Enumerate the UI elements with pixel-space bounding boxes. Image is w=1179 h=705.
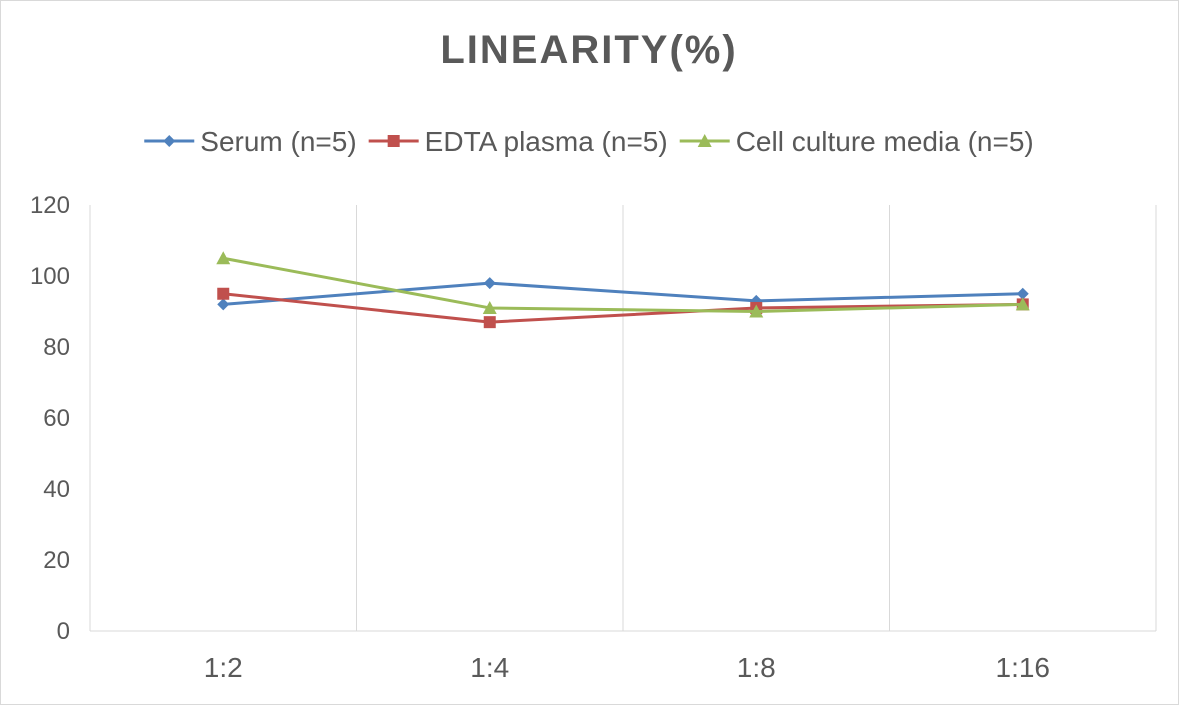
legend-item: EDTA plasma (n=5): [368, 126, 668, 157]
y-axis: 0 20 40 60 80 100 120: [30, 192, 70, 645]
series-triangle: [216, 251, 1030, 318]
data-point: [217, 298, 230, 311]
legend-marker: [163, 135, 176, 147]
legend: Serum (n=5) EDTA plasma (n=5) Cell culture…: [144, 126, 1034, 157]
data-point: [749, 304, 764, 318]
y-tick-label: 40: [43, 476, 70, 503]
legend-label: EDTA plasma (n=5): [425, 126, 668, 157]
y-tick-label: 100: [30, 263, 70, 290]
legend-item: Cell culture media (n=5): [679, 126, 1034, 157]
series-layer: [216, 251, 1030, 329]
data-point: [483, 316, 496, 329]
x-tick-label: 1:16: [996, 652, 1051, 683]
legend-marker: [697, 134, 712, 147]
x-axis: 1:2 1:4 1:8 1:16: [90, 630, 1156, 683]
x-tick-label: 1:2: [204, 652, 243, 683]
series-line: [223, 281, 1023, 306]
data-point: [216, 251, 231, 265]
legend-marker: [387, 135, 400, 147]
series-line: [222, 256, 1023, 313]
legend-label: Cell culture media (n=5): [736, 126, 1034, 157]
y-tick-label: 20: [43, 547, 70, 574]
data-point: [483, 277, 496, 290]
data-point: [482, 300, 497, 314]
legend-label: Serum (n=5): [200, 126, 356, 157]
y-tick-label: 120: [30, 192, 70, 219]
y-tick-label: 80: [43, 334, 70, 361]
gridlines: [89, 205, 1157, 631]
x-tick-label: 1:8: [737, 652, 776, 683]
x-tick-label: 1:4: [470, 652, 509, 683]
y-tick-label: 60: [43, 405, 70, 432]
data-point: [1016, 287, 1029, 300]
series-line: [223, 292, 1023, 324]
data-point: [1015, 297, 1030, 311]
y-tick-label: 0: [57, 618, 70, 645]
legend-item: Serum (n=5): [144, 126, 357, 157]
chart-title: LINEARITY(%): [440, 28, 737, 72]
data-point: [217, 287, 230, 300]
